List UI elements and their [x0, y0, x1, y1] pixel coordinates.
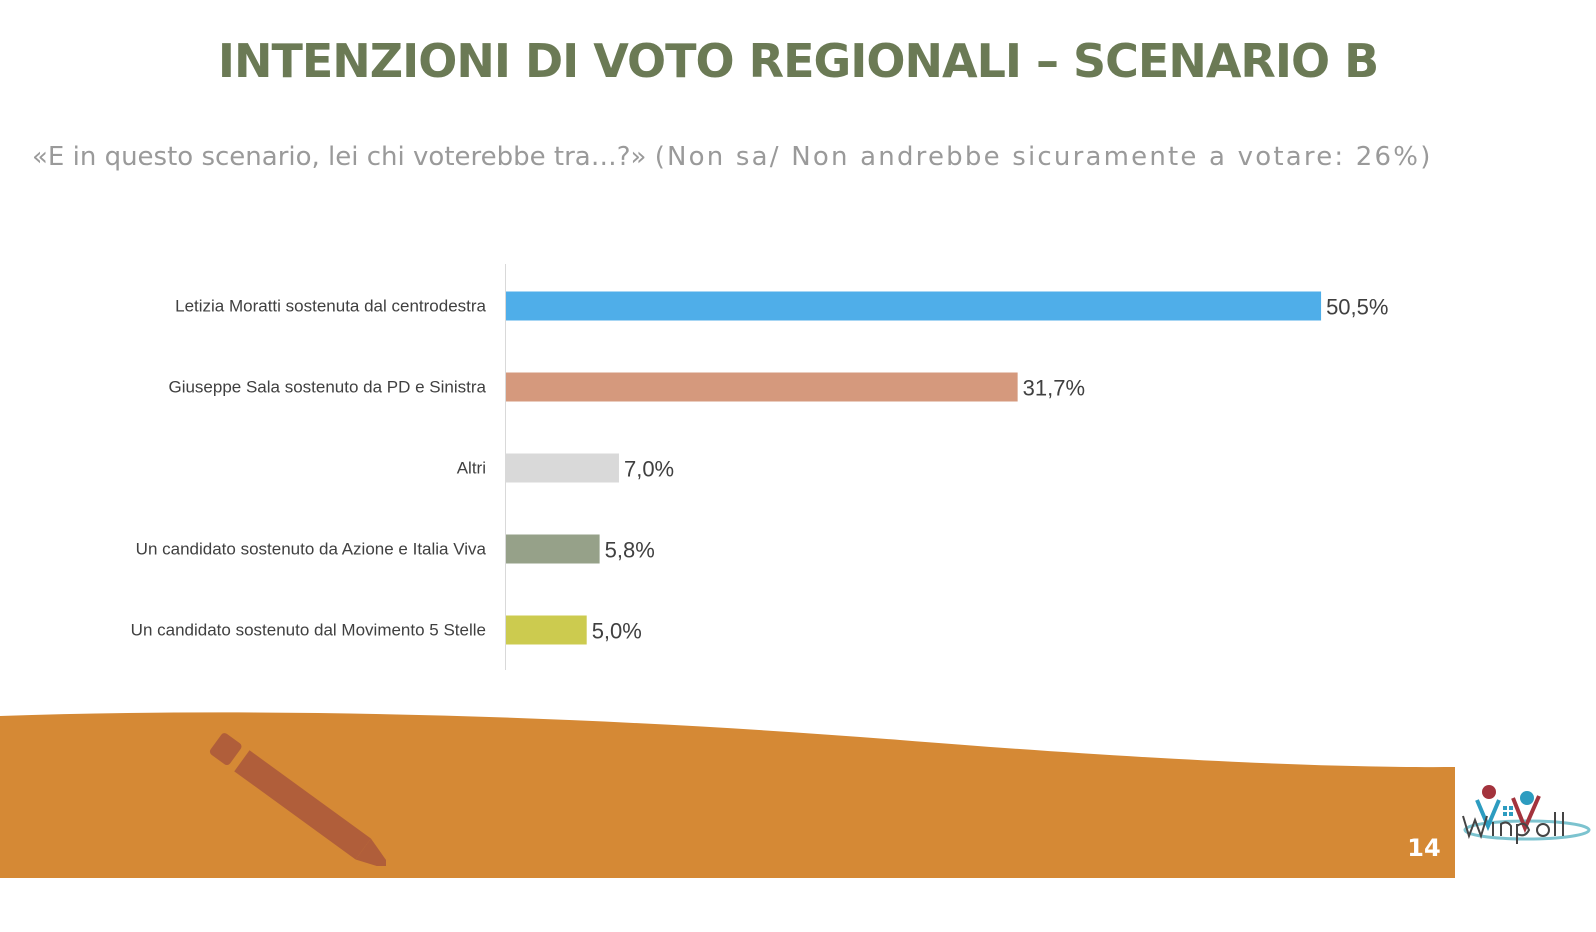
bar: [506, 534, 600, 564]
slide-title: INTENZIONI DI VOTO REGIONALI – SCENARIO …: [217, 34, 1379, 88]
category-label: Altri: [457, 459, 486, 478]
category-label: Un candidato sostenuto da Azione e Itali…: [136, 540, 487, 559]
bar: [506, 291, 1322, 321]
value-label: 7,0%: [624, 457, 674, 482]
category-label: Giuseppe Sala sostenuto da PD e Sinistra: [168, 378, 486, 397]
page-number: 14: [1407, 834, 1441, 862]
value-label: 31,7%: [1023, 376, 1085, 401]
question-text: «E in questo scenario, lei chi voterebbe…: [32, 142, 647, 172]
bar: [506, 453, 619, 483]
horizontal-bar-chart: Letizia Moratti sostenuta dal centrodest…: [131, 264, 1388, 670]
value-label: 50,5%: [1326, 295, 1388, 320]
category-label: Un candidato sostenuto dal Movimento 5 S…: [131, 621, 486, 640]
bar: [506, 372, 1018, 402]
question-note: (Non sa/ Non andrebbe sicuramente a vota…: [654, 142, 1433, 172]
winpoll-logo: [1455, 768, 1596, 878]
pencil-icon: [209, 733, 386, 866]
value-label: 5,8%: [605, 538, 655, 563]
bar: [506, 615, 587, 645]
question-subtitle: «E in questo scenario, lei chi voterebbe…: [32, 142, 1433, 172]
category-label: Letizia Moratti sostenuta dal centrodest…: [175, 297, 486, 316]
value-label: 5,0%: [592, 619, 642, 644]
